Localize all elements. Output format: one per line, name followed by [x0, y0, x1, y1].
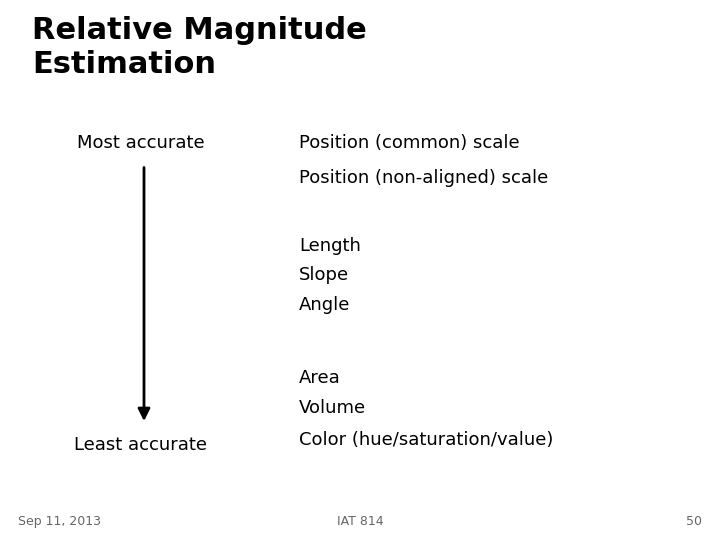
Text: 50: 50: [686, 515, 702, 528]
Text: Position (common) scale: Position (common) scale: [299, 134, 519, 152]
Text: Relative Magnitude
Estimation: Relative Magnitude Estimation: [32, 16, 367, 79]
Text: Color (hue/saturation/value): Color (hue/saturation/value): [299, 431, 553, 449]
Text: Slope: Slope: [299, 266, 349, 285]
Text: Sep 11, 2013: Sep 11, 2013: [18, 515, 101, 528]
Text: Most accurate: Most accurate: [76, 134, 204, 152]
Text: Least accurate: Least accurate: [74, 436, 207, 455]
Text: Angle: Angle: [299, 296, 350, 314]
Text: Position (non-aligned) scale: Position (non-aligned) scale: [299, 169, 548, 187]
Text: Area: Area: [299, 369, 341, 387]
Text: Volume: Volume: [299, 399, 366, 417]
Text: Length: Length: [299, 237, 361, 255]
Text: IAT 814: IAT 814: [337, 515, 383, 528]
